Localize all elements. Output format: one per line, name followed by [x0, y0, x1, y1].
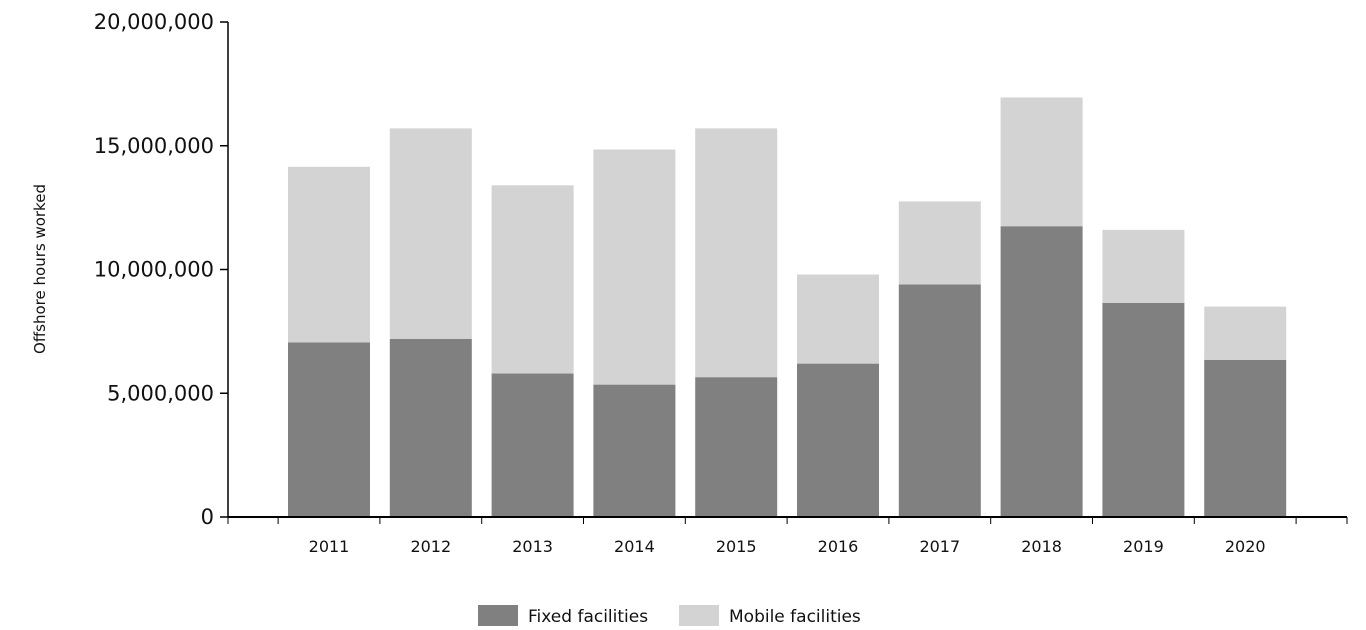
x-tick-label-2013: 2013 [512, 537, 553, 556]
legend-label-mobile: Mobile facilities [729, 607, 861, 627]
bar-mobile-2014 [593, 149, 676, 385]
y-axis-title: Offshore hours worked [31, 184, 49, 354]
y-tick-label: 20,000,000 [94, 10, 214, 34]
bar-fixed-2013 [491, 373, 574, 517]
bar-fixed-2015 [695, 377, 778, 517]
bar-mobile-2016 [797, 274, 879, 364]
y-tick-label: 10,000,000 [94, 258, 214, 282]
bar-mobile-2019 [1102, 229, 1185, 303]
bar-mobile-2017 [898, 201, 981, 285]
x-tick-label-2017: 2017 [919, 537, 960, 556]
legend-swatch-fixed [478, 605, 518, 626]
y-ticks-group: 0 5,000,000 10,000,000 15,000,000 20,000,000 [94, 10, 228, 529]
bars-group [288, 97, 1287, 517]
bar-fixed-2014 [593, 384, 676, 517]
y-tick-label: 5,000,000 [107, 381, 214, 405]
bar-mobile-2013 [491, 185, 574, 374]
bar-fixed-2012 [389, 338, 472, 517]
x-tick-label-2016: 2016 [818, 537, 859, 556]
x-tick-label-2015: 2015 [716, 537, 757, 556]
x-tick-label-2012: 2012 [410, 537, 451, 556]
x-ticks-group: 2011 2012 2013 2014 2015 2016 2017 2018 2019 2020 [227, 517, 1348, 556]
bar-mobile-2018 [1000, 97, 1083, 227]
y-tick-label: 15,000,000 [94, 134, 214, 158]
x-tick-label-2011: 2011 [309, 537, 350, 556]
bar-mobile-2020 [1204, 306, 1287, 360]
bar-fixed-2019 [1102, 302, 1185, 517]
bar-mobile-2011 [288, 166, 370, 343]
x-tick-label-2020: 2020 [1225, 537, 1266, 556]
legend: Fixed facilities Mobile facilities [478, 605, 861, 627]
legend-swatch-mobile [679, 605, 719, 626]
bar-fixed-2020 [1204, 359, 1287, 517]
legend-label-fixed: Fixed facilities [528, 607, 648, 627]
y-tick-label: 0 [201, 505, 214, 529]
bar-fixed-2017 [898, 284, 981, 517]
x-tick-label-2019: 2019 [1123, 537, 1164, 556]
bar-fixed-2011 [288, 342, 370, 517]
x-tick-label-2014: 2014 [614, 537, 655, 556]
bar-fixed-2016 [797, 363, 879, 517]
x-tick-label-2018: 2018 [1021, 537, 1062, 556]
bar-mobile-2012 [389, 128, 472, 339]
bar-fixed-2018 [1000, 226, 1083, 517]
bar-mobile-2015 [695, 128, 778, 378]
